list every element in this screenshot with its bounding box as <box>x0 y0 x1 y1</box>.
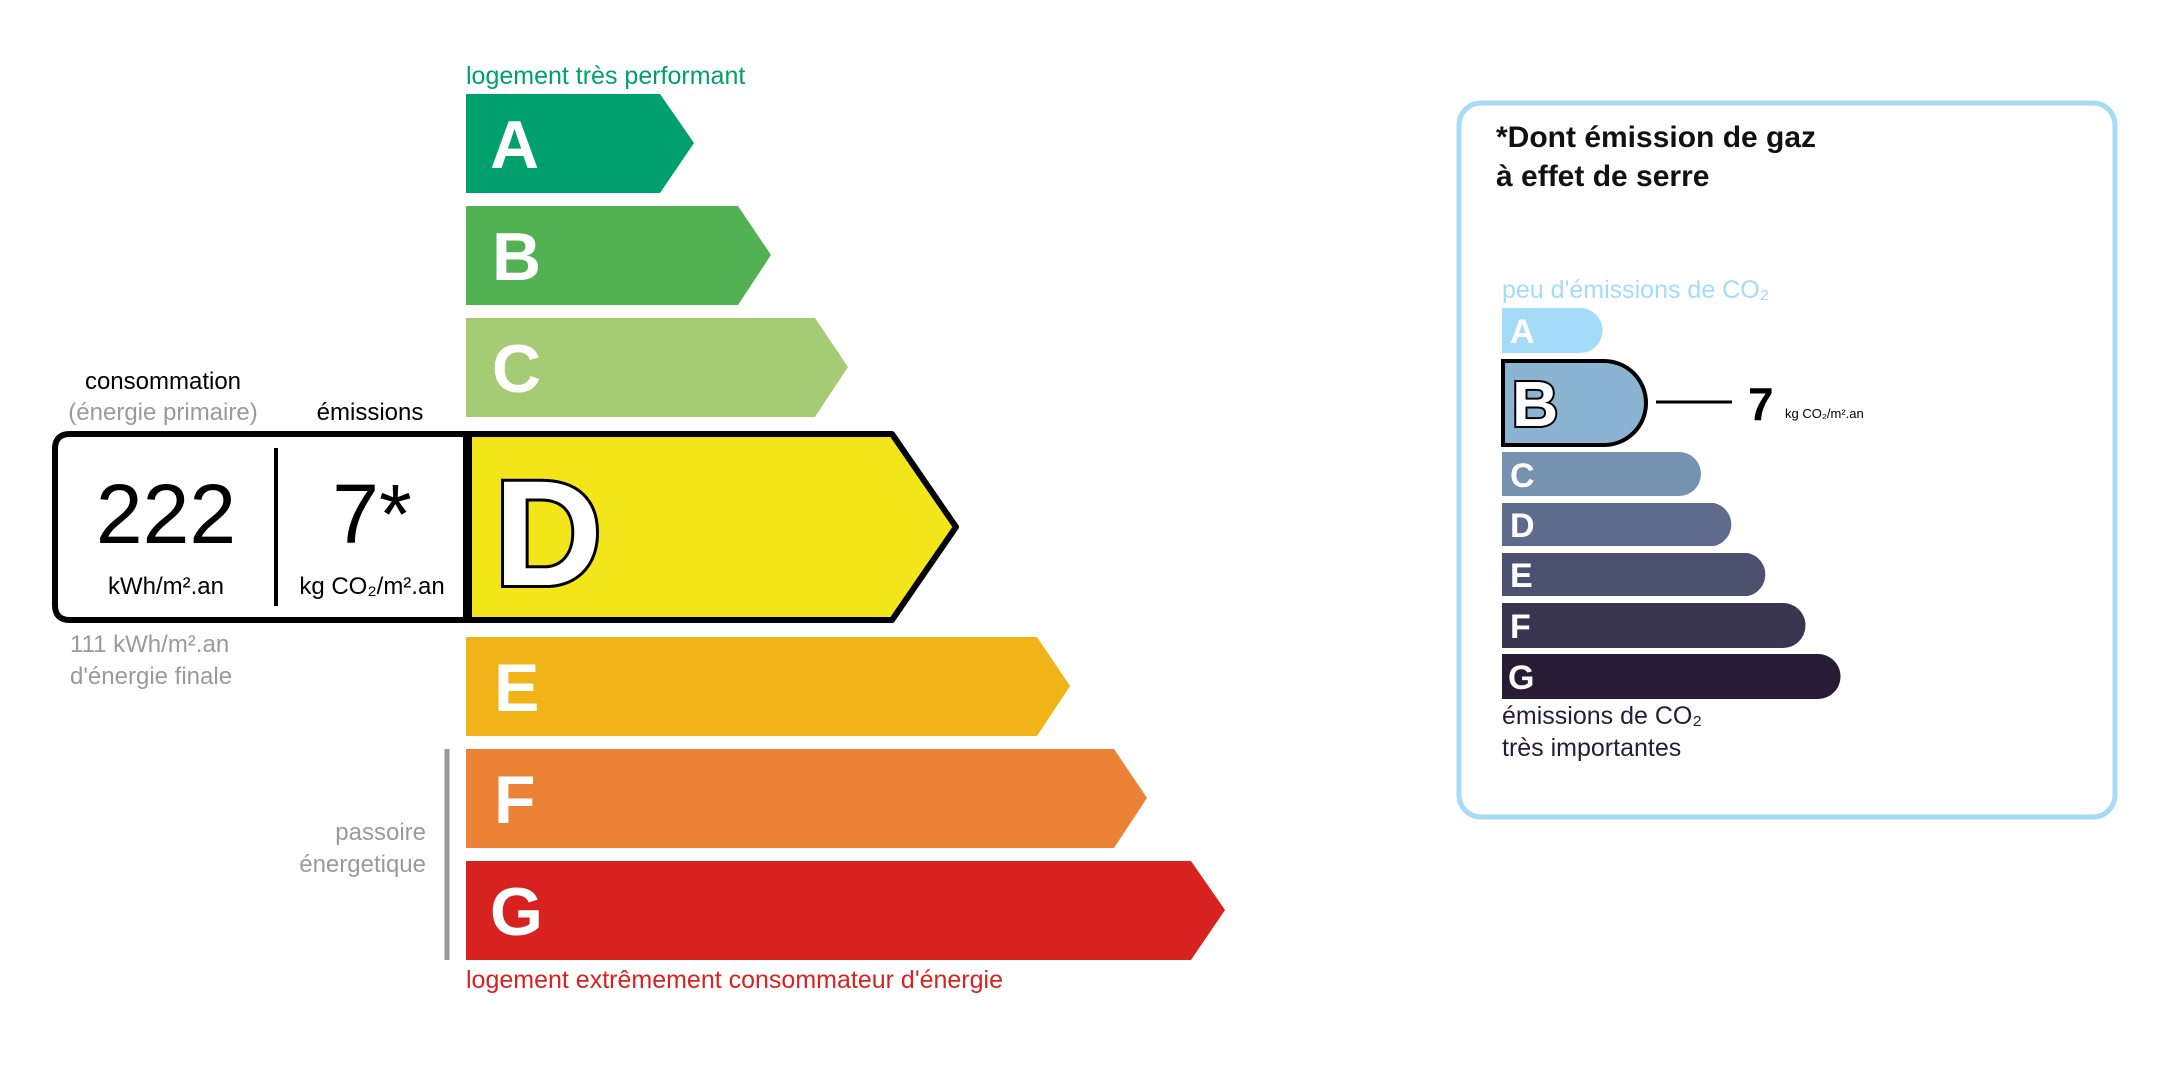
ghg-letter-d: D <box>1510 507 1535 545</box>
ghg-bar-e <box>1502 553 1766 596</box>
ghg-letter-c: C <box>1510 457 1535 495</box>
ghg-bar-a <box>1502 308 1603 353</box>
ghg-title-line1: *Dont émission de gaz <box>1496 121 1816 154</box>
energy-class-d-current: D 222 kWh/m².an 7* kg CO₂/m².an <box>52 431 959 623</box>
ghg-bottom-label-line1: émissions de CO₂ <box>1502 702 1702 730</box>
consumption-header: consommation <box>85 368 241 395</box>
emissions-header: émissions <box>317 399 424 426</box>
ghg-class-b-current: B 7 kg CO₂/m².an <box>1501 359 1864 447</box>
ghg-bar-b <box>1501 359 1648 447</box>
ghg-letter-a: A <box>1510 313 1535 351</box>
energy-class-e: E <box>466 637 1070 736</box>
ghg-top-label: peu d'émissions de CO₂ <box>1502 276 1769 304</box>
ghg-bar-g <box>1502 654 1841 699</box>
energy-letter-f: F <box>494 762 536 838</box>
passoire-label-line1: passoire <box>335 819 426 846</box>
energy-bar-e <box>466 637 1070 736</box>
consumption-unit: kWh/m².an <box>108 573 224 600</box>
energy-class-c: C <box>466 318 848 417</box>
energy-bar-f <box>466 749 1147 848</box>
consumption-subheader: (énergie primaire) <box>68 399 257 426</box>
ghg-bottom-label-line2: très importantes <box>1502 734 1681 762</box>
energy-class-g: G <box>466 861 1225 960</box>
ghg-class-a: A <box>1502 308 1603 353</box>
final-energy-value: 111 kWh/m².an <box>70 631 229 658</box>
final-energy-label: d'énergie finale <box>70 663 232 690</box>
emissions-value: 7* <box>332 467 411 561</box>
energy-letter-e: E <box>494 650 539 726</box>
ghg-letter-b: B <box>1512 368 1558 440</box>
energy-bar-d <box>466 431 959 623</box>
ghg-title-line2: à effet de serre <box>1496 160 1709 193</box>
ghg-bar-f <box>1502 603 1806 648</box>
ghg-unit: kg CO₂/m².an <box>1785 406 1864 421</box>
emissions-unit: kg CO₂/m².an <box>299 573 444 600</box>
energy-letter-b: B <box>492 219 541 295</box>
energy-letter-c: C <box>492 331 541 407</box>
ghg-class-g: G <box>1502 654 1841 699</box>
passoire-label-line2: énergetique <box>299 851 426 878</box>
energy-bar-b <box>466 206 771 305</box>
consumption-value: 222 <box>96 467 236 561</box>
ghg-bar-d <box>1502 503 1732 546</box>
energy-bar-g <box>466 861 1225 960</box>
ghg-class-c: C <box>1502 452 1701 496</box>
ghg-letter-g: G <box>1508 659 1534 697</box>
energy-bar-a <box>466 94 694 193</box>
ghg-class-f: F <box>1502 603 1806 648</box>
ghg-letter-e: E <box>1510 557 1533 595</box>
ghg-class-e: E <box>1502 553 1766 596</box>
ghg-letter-f: F <box>1510 608 1531 646</box>
value-box <box>52 431 469 623</box>
energy-bar-c <box>466 318 848 417</box>
ghg-class-d: D <box>1502 503 1732 546</box>
energy-letter-d: D <box>494 449 602 617</box>
energy-top-label: logement très performant <box>466 62 745 90</box>
energy-class-a: A <box>466 94 694 193</box>
energy-class-b: B <box>466 206 771 305</box>
energy-letter-a: A <box>490 107 539 183</box>
ghg-value: 7 <box>1748 378 1774 430</box>
ghg-bar-c <box>1502 452 1701 496</box>
energy-bottom-label: logement extrêmement consommateur d'éner… <box>466 966 1003 994</box>
energy-class-f: F <box>466 749 1147 848</box>
energy-letter-g: G <box>490 874 543 950</box>
